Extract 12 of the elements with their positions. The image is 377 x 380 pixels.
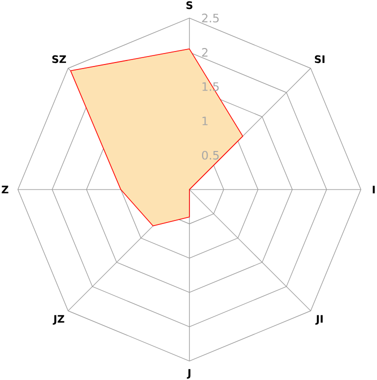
spoke-label: JZ [52, 315, 64, 325]
spoke-label: I [372, 186, 375, 194]
spoke-label: J [186, 369, 190, 379]
spoke-label: SZ [52, 55, 66, 64]
spoke-label: SI [314, 55, 324, 64]
y-tick-label: 1 [202, 116, 208, 126]
y-tick-label: 2.5 [202, 14, 219, 22]
spoke-label: Z [2, 186, 8, 194]
spoke-label: JI [315, 315, 323, 325]
y-tick-label: 2 [202, 48, 208, 57]
y-tick-label: 0.5 [202, 150, 219, 160]
spoke-label: S [186, 1, 192, 10]
